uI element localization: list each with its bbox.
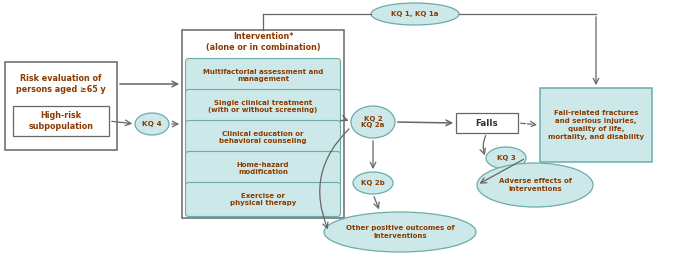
Bar	[5, 62, 117, 150]
Ellipse shape	[486, 147, 526, 169]
Text: Multifactorial assessment and
management: Multifactorial assessment and management	[203, 69, 323, 82]
Text: Clinical education or
behavioral counseling: Clinical education or behavioral counsel…	[219, 131, 307, 144]
Text: KQ 4: KQ 4	[142, 121, 162, 127]
Text: Adverse effects of
Interventions: Adverse effects of Interventions	[499, 178, 571, 192]
Text: KQ 3: KQ 3	[497, 155, 515, 161]
Bar	[540, 88, 652, 162]
FancyBboxPatch shape	[186, 90, 340, 123]
Ellipse shape	[477, 163, 593, 207]
FancyBboxPatch shape	[186, 59, 340, 92]
Text: Home-hazard
modification: Home-hazard modification	[237, 162, 289, 175]
FancyBboxPatch shape	[186, 152, 340, 186]
Text: High-risk
subpopulation: High-risk subpopulation	[28, 111, 94, 131]
Text: Falls: Falls	[475, 118, 498, 127]
Text: Other positive outcomes of
Interventions: Other positive outcomes of Interventions	[346, 225, 454, 239]
Ellipse shape	[351, 106, 395, 138]
Ellipse shape	[135, 113, 169, 135]
Text: Exercise or
physical therapy: Exercise or physical therapy	[230, 193, 296, 206]
Text: Single clinical treatment
(with or without screening): Single clinical treatment (with or witho…	[208, 100, 317, 113]
Text: KQ 2
KQ 2a: KQ 2 KQ 2a	[362, 116, 384, 129]
Bar	[182, 30, 344, 218]
Text: Fall-related fractures
and serious injuries,
quality of life,
mortality, and dis: Fall-related fractures and serious injur…	[548, 111, 644, 140]
FancyBboxPatch shape	[186, 183, 340, 217]
Bar	[13, 106, 109, 136]
Text: Risk evaluation of
persons aged ≥65 y: Risk evaluation of persons aged ≥65 y	[16, 74, 106, 94]
Ellipse shape	[353, 172, 393, 194]
Bar	[456, 113, 518, 133]
Text: KQ 1, KQ 1a: KQ 1, KQ 1a	[391, 11, 439, 17]
Text: Intervention*
(alone or in combination): Intervention* (alone or in combination)	[206, 32, 320, 52]
FancyBboxPatch shape	[186, 121, 340, 154]
Text: KQ 2b: KQ 2b	[361, 180, 385, 186]
Ellipse shape	[324, 212, 476, 252]
Ellipse shape	[371, 3, 459, 25]
